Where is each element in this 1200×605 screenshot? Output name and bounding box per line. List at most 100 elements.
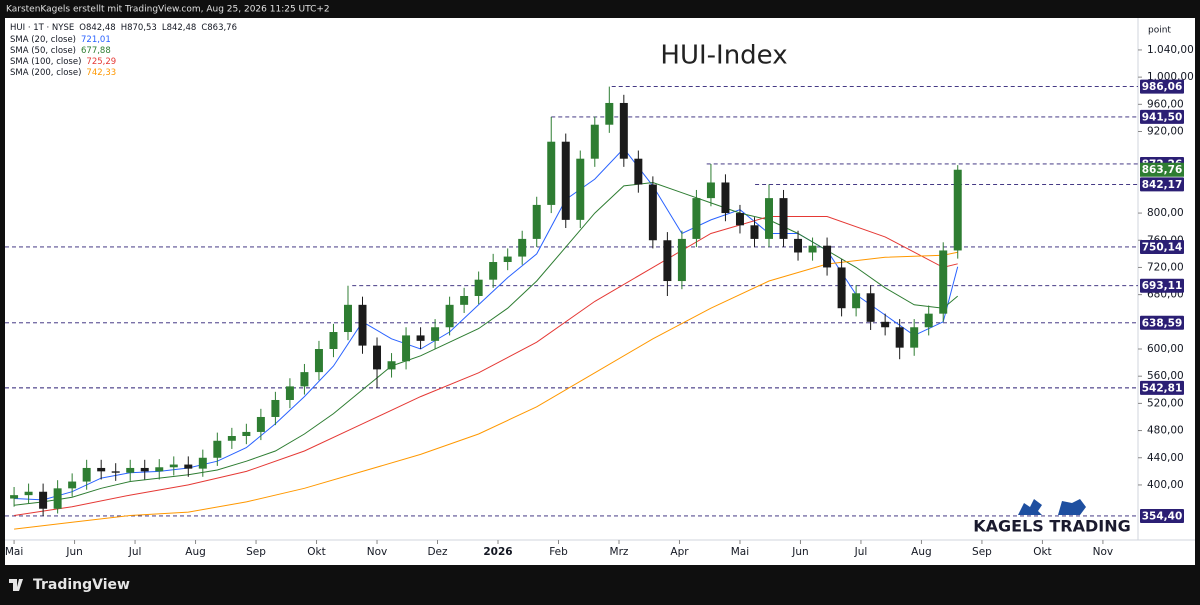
candle-body [198,457,207,469]
x-tick-label: Dez [427,546,448,558]
bear-icon [1058,499,1086,515]
candle-body [285,386,294,400]
level-label-bg [1140,315,1184,330]
candle-body [256,416,265,432]
candle-body [343,304,352,333]
candle-body [779,198,788,239]
y-tick-label: 720,00 [1147,261,1184,273]
x-tick-label: 2026 [483,546,512,558]
y-unit: point [1148,26,1171,36]
candle-body [445,304,454,328]
candle-body [837,267,846,309]
level-label: 354,40 [1142,510,1183,522]
x-tick-label: Jun [65,546,82,558]
legend-value: 725,29 [86,57,116,67]
last-price-bg [1140,162,1184,177]
candle-body [271,399,280,417]
y-tick-label: 600,00 [1147,343,1184,355]
candle-body [489,262,498,280]
legend-item: SMA (50, close) 677,88 [10,46,111,56]
candle-body [605,102,614,125]
x-tick-label: Jul [128,546,142,558]
candle-body [39,491,48,509]
ohlc-label: O842,48 [79,23,115,33]
candle-body [547,141,556,205]
level-label-bg [1140,177,1184,192]
y-tick-label: 920,00 [1147,126,1184,138]
level-label: 638,59 [1142,317,1183,329]
candle-body [924,313,933,328]
ohlc-label: C863,76 [201,23,237,33]
candle-body [358,304,367,346]
last-price-label: 863,76 [1142,164,1183,176]
x-tick-label: Jun [791,546,808,558]
level-label-bg [1140,508,1184,523]
candle-body [750,225,759,239]
candle-body [460,295,469,305]
candle-body [953,169,962,251]
x-tick-label: Sep [246,546,266,558]
legend-item: SMA (100, close) 725,29 [10,57,116,67]
candle-body [735,213,744,226]
sma-line [14,216,958,516]
level-label: 941,50 [1142,111,1183,123]
legend-item: SMA (200, close) 742,33 [10,68,116,78]
footer-logo [9,579,23,591]
watermark-logo: KAGELS TRADING [973,499,1131,536]
candle-body [576,158,585,220]
candle-body [155,467,164,472]
candle-body [910,327,919,348]
candle-body [808,245,817,253]
ohlc-label: H870,53 [121,23,157,33]
legend-value: 677,88 [81,46,111,56]
candle-body [721,182,730,214]
sma-line [14,251,958,530]
x-tick-label: Nov [1093,546,1114,558]
level-label-bg [1140,239,1184,254]
candle-body [242,431,251,437]
candle-body [692,198,701,239]
footer-brand: TradingView [33,577,130,593]
plot [5,86,1138,530]
candle-body [590,124,599,159]
candle-body [895,327,904,348]
legend-name: SMA (200, close) [10,68,81,78]
x-tick-label: Feb [549,546,568,558]
candle-body [765,198,773,239]
candle-body [97,467,106,472]
level-label: 750,14 [1142,241,1183,253]
candle-body [431,327,440,341]
level-label: 986,06 [1142,81,1183,93]
candle-body [68,481,77,489]
candle-body [663,240,672,282]
candle-body [402,335,411,362]
level-label-bg [1140,380,1184,395]
bull-icon [1018,499,1042,515]
legend-name: SMA (50, close) [10,46,76,56]
level-label-bg [1140,278,1184,293]
candle-body [416,335,425,341]
candle-body [561,141,570,220]
candle-body [373,345,382,370]
legend-name: SMA (20, close) [10,35,76,45]
y-tick-label: 960,00 [1147,98,1184,110]
candle-body [387,361,396,370]
candle-body [518,238,527,257]
legend-value: 721,01 [81,35,111,45]
candle-body [823,245,832,268]
level-label: 842,17 [1142,179,1183,191]
x-tick-label: Mai [5,546,23,558]
candle-body [169,464,178,468]
x-tick-label: Jul [854,546,868,558]
attribution: KarstenKagels erstellt mit TradingView.c… [6,5,330,15]
x-tick-label: Nov [367,546,388,558]
level-label-bg [1140,109,1184,124]
y-tick-label: 1.040,00 [1147,44,1194,56]
candle-body [852,293,861,309]
candle-body [794,238,803,253]
legend-name: SMA (100, close) [10,57,81,67]
candle-body [140,467,149,472]
candle-body [866,293,875,322]
